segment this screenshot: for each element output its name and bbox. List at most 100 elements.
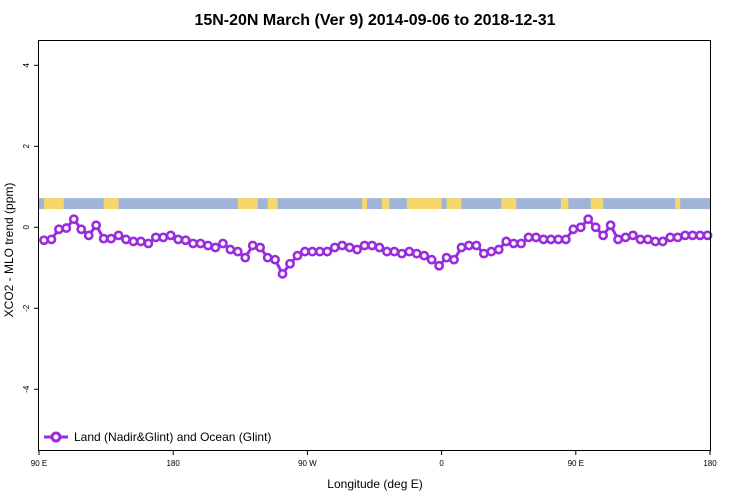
data-point-86 — [680, 230, 691, 241]
data-point-67 — [538, 234, 549, 245]
map-band-land-6 — [406, 198, 442, 210]
data-point-53 — [434, 260, 445, 271]
data-point-45 — [374, 242, 385, 253]
data-point-34 — [292, 250, 303, 261]
data-point-74 — [590, 222, 601, 233]
data-point-59 — [478, 248, 489, 259]
x-axis-label: Longitude (deg E) — [327, 477, 422, 491]
data-point-72 — [575, 222, 586, 233]
data-point-16 — [158, 232, 169, 243]
data-point-70 — [560, 234, 571, 245]
y-tick-label-3: 2 — [22, 144, 31, 149]
data-point-71 — [568, 224, 579, 235]
map-band-land-0 — [43, 198, 64, 210]
data-point-19 — [180, 235, 191, 246]
data-point-5 — [76, 224, 87, 235]
data-point-1 — [46, 234, 57, 245]
data-point-0 — [39, 235, 49, 246]
y-tick-label-4: 4 — [22, 63, 31, 68]
data-point-43 — [359, 240, 370, 251]
data-point-37 — [314, 246, 325, 257]
map-band-land-11 — [675, 198, 681, 210]
x-tick-label-0: 90 E — [31, 459, 47, 468]
data-point-52 — [426, 254, 437, 265]
x-tick-label-2: 90 W — [298, 459, 317, 468]
y-tick-label-0: -4 — [22, 385, 31, 393]
data-point-76 — [605, 220, 616, 231]
legend: Land (Nadir&Glint) and Ocean (Glint) — [44, 430, 271, 444]
data-point-29 — [255, 242, 266, 253]
data-point-81 — [642, 234, 653, 245]
data-point-66 — [531, 232, 541, 243]
data-point-63 — [508, 238, 519, 249]
data-point-8 — [98, 233, 109, 244]
data-point-40 — [337, 240, 348, 251]
data-point-25 — [225, 244, 236, 255]
map-band-land-10 — [590, 198, 604, 210]
data-point-89 — [702, 230, 713, 241]
map-band-land-7 — [446, 198, 462, 210]
data-point-42 — [352, 244, 363, 255]
data-point-83 — [657, 236, 668, 247]
data-point-35 — [300, 246, 310, 257]
y-tick-label-1: -2 — [22, 304, 31, 312]
data-point-7 — [91, 220, 102, 231]
data-point-77 — [613, 234, 623, 245]
map-band-land-1 — [103, 198, 119, 210]
data-point-80 — [635, 234, 646, 245]
data-point-49 — [404, 246, 415, 257]
data-point-13 — [135, 236, 146, 247]
data-point-62 — [501, 236, 512, 247]
data-point-4 — [68, 214, 79, 225]
data-point-26 — [232, 246, 243, 257]
data-point-31 — [270, 254, 280, 265]
data-point-10 — [113, 230, 124, 241]
data-point-14 — [143, 238, 154, 249]
data-point-12 — [128, 236, 139, 247]
data-point-24 — [218, 238, 228, 249]
data-point-85 — [672, 232, 683, 243]
x-tick-label-5: 180 — [703, 459, 717, 468]
data-point-68 — [546, 234, 556, 245]
data-point-32 — [277, 268, 288, 279]
data-point-69 — [553, 234, 564, 245]
map-band-land-2 — [237, 198, 258, 210]
data-point-23 — [210, 242, 221, 253]
x-axis: 90 E 180 90 W 0 90 E 180 — [31, 450, 717, 468]
data-point-44 — [367, 240, 377, 251]
map-band-ocean — [39, 198, 710, 210]
x-tick-label-4: 90 E — [568, 459, 584, 468]
data-point-60 — [486, 246, 497, 257]
map-band-land-4 — [362, 198, 368, 210]
data-point-75 — [598, 230, 609, 241]
data-point-48 — [396, 248, 407, 259]
y-axis: -4 -2 0 2 4 — [22, 63, 39, 393]
series-points-layer — [39, 214, 713, 279]
data-point-22 — [203, 240, 213, 251]
chart-title: 15N-20N March (Ver 9) 2014-09-06 to 2018… — [194, 12, 555, 29]
data-point-11 — [121, 234, 131, 245]
x-tick-label-1: 180 — [167, 459, 181, 468]
map-band-land-3 — [267, 198, 278, 210]
data-point-15 — [150, 232, 161, 243]
map-band-land-9 — [560, 198, 569, 210]
map-band — [39, 198, 710, 210]
y-axis-label: XCO2 - MLO trend (ppm) — [2, 183, 16, 318]
data-point-58 — [471, 240, 482, 251]
data-point-87 — [687, 230, 698, 241]
data-point-50 — [411, 248, 422, 259]
data-point-56 — [456, 242, 467, 253]
data-point-82 — [650, 236, 661, 247]
plot-frame — [38, 40, 711, 451]
data-point-41 — [344, 242, 355, 253]
data-point-65 — [523, 232, 534, 243]
data-point-73 — [583, 214, 594, 225]
map-band-land-5 — [381, 198, 390, 210]
data-point-38 — [322, 246, 333, 257]
data-point-51 — [419, 250, 430, 261]
data-point-88 — [695, 230, 705, 241]
data-point-84 — [665, 232, 676, 243]
map-band-land-8 — [501, 198, 517, 210]
data-point-18 — [173, 234, 184, 245]
